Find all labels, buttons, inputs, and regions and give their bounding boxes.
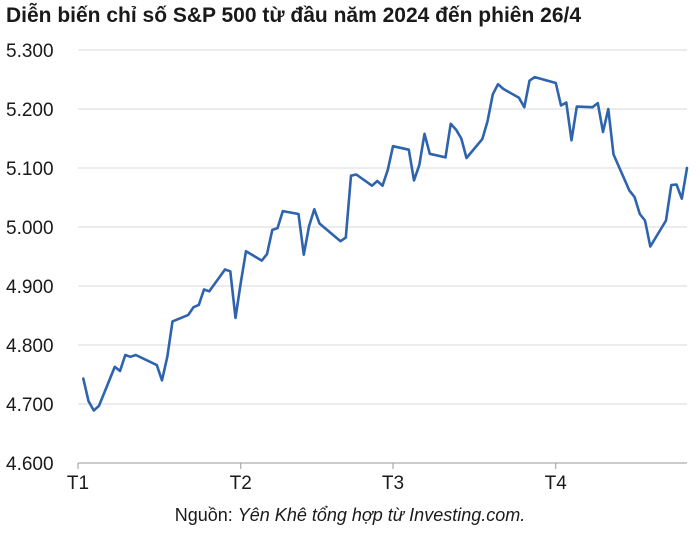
y-tick-label: 5.000: [6, 218, 54, 239]
y-tick-label: 4.600: [6, 454, 54, 475]
y-tick-label: 4.900: [6, 277, 54, 298]
x-tick-label: T2: [230, 473, 252, 494]
series-group: [82, 75, 689, 412]
y-tick-label: 4.800: [6, 336, 54, 357]
x-tick-label: T3: [382, 473, 404, 494]
source-note: Nguồn: Yên Khê tổng hợp từ Investing.com…: [0, 505, 700, 526]
y-axis-labels: 4.600 4.700 4.800 4.900 5.000 5.100 5.200 5.300: [6, 41, 54, 475]
x-axis: T1 T2 T3 T4: [67, 462, 687, 494]
source-prefix: Nguồn:: [174, 505, 238, 525]
x-tick-label: T1: [67, 473, 89, 494]
grid-lines: [78, 49, 687, 464]
series-line: [82, 75, 689, 412]
y-tick-label: 5.300: [6, 41, 54, 62]
y-tick-label: 5.100: [6, 159, 54, 180]
y-tick-label: 5.200: [6, 100, 54, 121]
chart-title: Diễn biến chỉ số S&P 500 từ đầu năm 2024…: [6, 4, 582, 27]
x-tick-label: T4: [545, 473, 568, 494]
y-tick-label: 4.700: [6, 395, 54, 416]
source-text: Yên Khê tổng hợp từ Investing.com.: [237, 505, 526, 525]
